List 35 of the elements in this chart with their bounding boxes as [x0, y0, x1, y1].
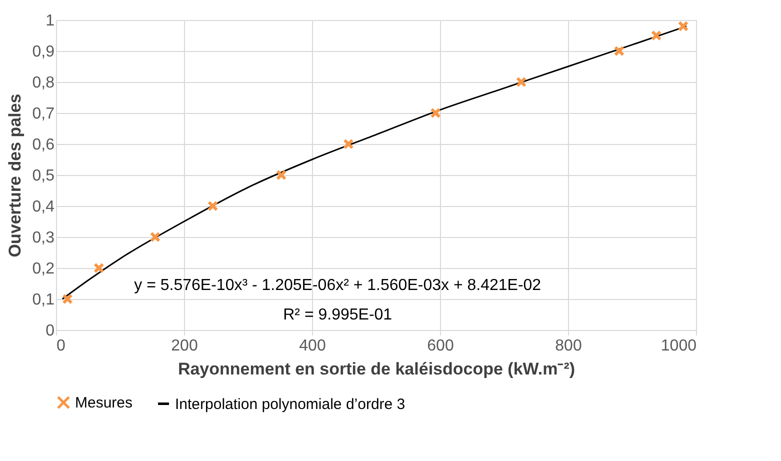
- annotation: R² = 9.995E-01: [283, 306, 392, 324]
- legend-label: Mesures: [75, 394, 133, 412]
- x-tick-label: 0: [56, 338, 66, 354]
- x-tick-label: 200: [171, 338, 198, 354]
- y-tick-label: 0,5: [32, 168, 55, 184]
- point: [650, 30, 662, 41]
- x-tick-label: 400: [299, 338, 326, 354]
- point: [150, 232, 161, 242]
- point: [614, 46, 625, 56]
- point: [207, 200, 218, 212]
- y-tick-label: 0,2: [32, 260, 55, 278]
- y-tick-label: 0,8: [32, 74, 55, 92]
- y-tick-label: 0,3: [32, 230, 55, 246]
- y-tick-label: 0: [46, 322, 55, 340]
- x-tick-label: 1000: [660, 338, 697, 354]
- x-axis-title: Rayonnement en sortie de kaléisdocope (kW.m⁻²): [178, 360, 576, 378]
- y-tick-label: 1: [46, 12, 55, 30]
- annotation: y = 5.576E-10x³ - 1.205E-06x² + 1.560E-03x + 8.421E-02: [134, 277, 542, 294]
- point: [516, 76, 527, 88]
- line-series: [62, 25, 688, 300]
- point: [678, 20, 689, 32]
- point: [62, 294, 73, 304]
- point: [343, 138, 354, 150]
- y-tick-label: 0,1: [32, 292, 55, 308]
- point: [94, 262, 104, 274]
- point: [430, 108, 441, 118]
- x-tick-label: 800: [555, 338, 582, 354]
- legend-label: Interpolation polynomiale d’ordre 3: [175, 396, 406, 413]
- y-axis-title: Ouverture des pales: [5, 94, 24, 258]
- y-tick-label: 0,9: [32, 44, 55, 60]
- point: [276, 170, 287, 180]
- x-tick-label: 600: [427, 338, 454, 354]
- y-tick-label: 0,7: [32, 106, 55, 122]
- y-tick-label: 0,4: [32, 198, 55, 216]
- y-tick-label: 0,6: [32, 136, 55, 154]
